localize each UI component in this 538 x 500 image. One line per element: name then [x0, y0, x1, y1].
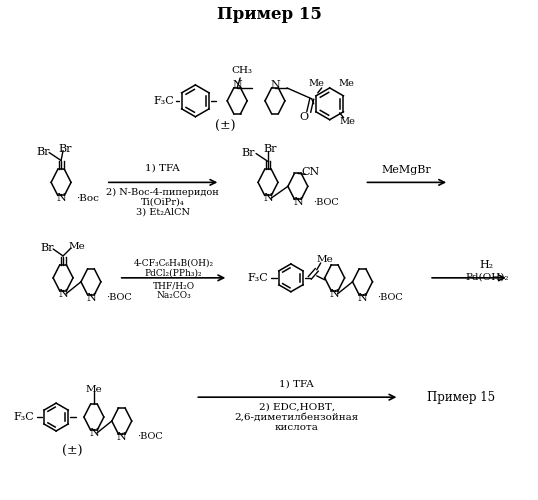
Text: Br: Br — [263, 144, 277, 154]
Text: Br: Br — [58, 144, 72, 154]
Text: N: N — [270, 80, 280, 90]
Text: ·BOC: ·BOC — [106, 293, 132, 302]
Text: O: O — [299, 112, 308, 122]
Text: Пример 15: Пример 15 — [217, 6, 321, 23]
Text: Ti(OiPr)₄: Ti(OiPr)₄ — [140, 198, 185, 207]
Text: F₃C: F₃C — [14, 412, 34, 422]
Text: 1) TFA: 1) TFA — [145, 164, 180, 173]
Text: 4-CF₃C₆H₄B(OH)₂: 4-CF₃C₆H₄B(OH)₂ — [133, 258, 214, 268]
Text: 2,6-диметилбензойная: 2,6-диметилбензойная — [235, 412, 359, 422]
Text: N: N — [117, 432, 126, 442]
Text: PdCl₂(PPh₃)₂: PdCl₂(PPh₃)₂ — [145, 268, 202, 278]
Text: N: N — [86, 292, 96, 302]
Text: N: N — [89, 428, 99, 438]
Text: N: N — [232, 80, 242, 90]
Text: Me: Me — [338, 80, 355, 88]
Text: N: N — [293, 198, 303, 207]
Text: Na₂CO₃: Na₂CO₃ — [156, 291, 191, 300]
Text: Me: Me — [69, 242, 86, 250]
Text: (±): (±) — [62, 446, 82, 458]
Text: CN: CN — [302, 168, 320, 177]
Text: CH₃: CH₃ — [232, 66, 253, 74]
Text: 3) Et₂AlCN: 3) Et₂AlCN — [136, 208, 189, 216]
Text: 2) EDC,HOBТ,: 2) EDC,HOBТ, — [259, 402, 335, 411]
Text: ·BOC: ·BOC — [378, 293, 403, 302]
Text: N: N — [263, 194, 273, 203]
Text: (±): (±) — [215, 120, 236, 133]
Text: Me: Me — [86, 384, 102, 394]
Text: ·BOC: ·BOC — [313, 198, 338, 207]
Text: N: N — [330, 289, 339, 299]
Text: Br: Br — [40, 243, 54, 253]
Text: кислота: кислота — [275, 422, 319, 432]
Text: N: N — [58, 289, 68, 299]
Text: H₂: H₂ — [480, 260, 494, 270]
Text: MeMgBr: MeMgBr — [381, 166, 431, 175]
Text: ·BOC: ·BOC — [137, 432, 162, 442]
Text: 2) N-Boc-4-пиперидон: 2) N-Boc-4-пиперидон — [106, 188, 219, 197]
Text: ·Boc: ·Boc — [76, 194, 99, 203]
Text: Me: Me — [309, 80, 325, 88]
Text: THF/H₂O: THF/H₂O — [152, 282, 195, 290]
Text: Pd(OH)₂: Pd(OH)₂ — [465, 272, 508, 281]
Text: Br: Br — [242, 148, 255, 158]
Text: F₃C: F₃C — [247, 273, 268, 283]
Text: Br: Br — [37, 146, 50, 156]
Text: Пример 15: Пример 15 — [427, 390, 495, 404]
Text: Me: Me — [316, 256, 333, 264]
Text: Me: Me — [339, 117, 356, 126]
Text: 1) TFA: 1) TFA — [279, 380, 314, 389]
Text: N: N — [358, 292, 367, 302]
Text: F₃C: F₃C — [153, 96, 174, 106]
Text: N: N — [56, 194, 66, 203]
